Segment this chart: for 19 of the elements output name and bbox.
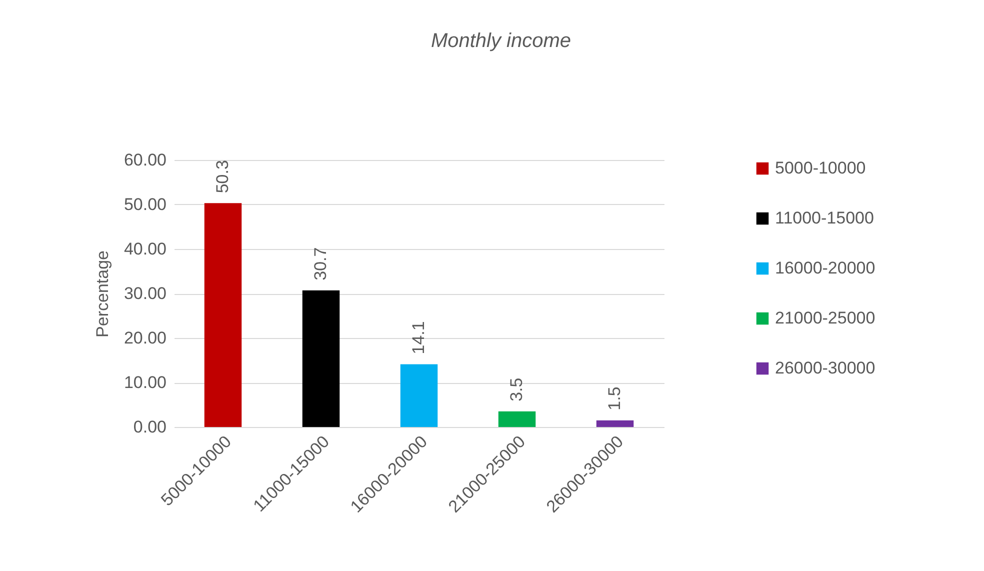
legend-label: 21000-25000 xyxy=(775,308,876,328)
data-label: 14.1 xyxy=(409,321,428,354)
y-tick-label: 10.00 xyxy=(124,373,166,392)
chart-title: Monthly income xyxy=(430,30,572,52)
legend-label: 5000-10000 xyxy=(775,158,866,178)
legend-label: 16000-20000 xyxy=(775,258,876,278)
data-label: 50.3 xyxy=(213,160,232,194)
y-tick-label: 30.00 xyxy=(124,284,166,303)
legend-label: 11000-15000 xyxy=(775,208,874,228)
y-axis-title: Percentage xyxy=(92,250,112,338)
y-tick-label: 60.00 xyxy=(124,150,166,170)
y-tick-label: 0.00 xyxy=(133,418,166,436)
data-label: 3.5 xyxy=(507,378,526,402)
y-tick-label: 20.00 xyxy=(124,328,166,348)
y-tick-label: 40.00 xyxy=(124,240,166,258)
data-label: 30.7 xyxy=(311,247,330,280)
data-label: 1.5 xyxy=(605,386,624,410)
legend-label: 26000-30000 xyxy=(775,358,876,378)
y-tick-label: 50.00 xyxy=(124,195,166,214)
